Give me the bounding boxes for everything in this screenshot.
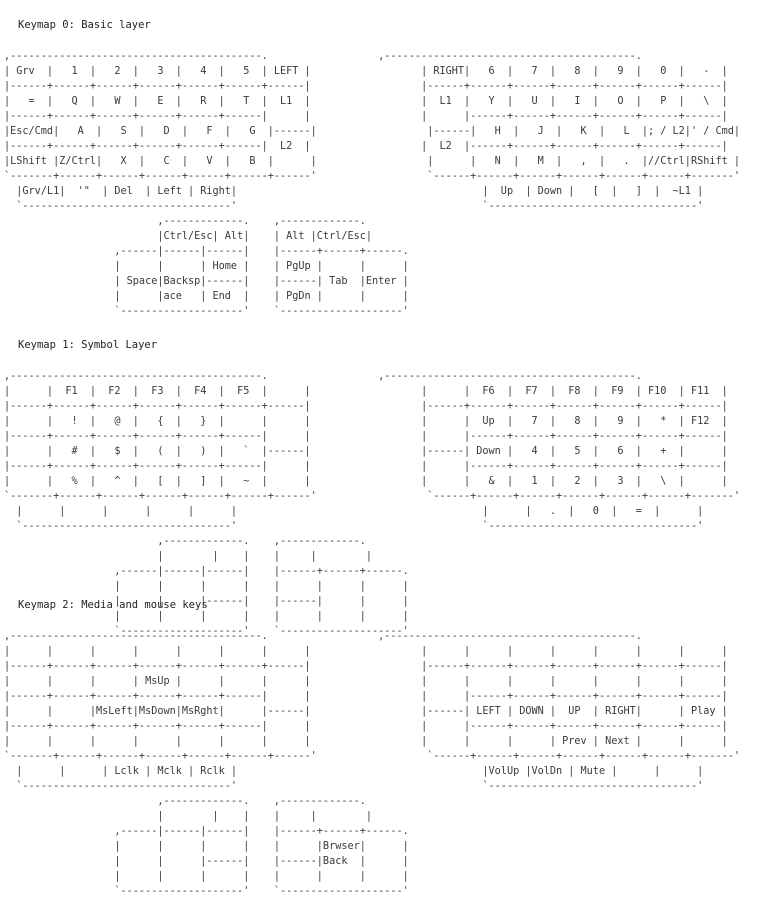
- section-title-keymap-0: Keymap 0: Basic layer: [18, 19, 151, 31]
- keymap-section-0: Keymap 0: Basic layer ,-----------------…: [0, 18, 765, 319]
- keymap-0-ascii-art: ,---------------------------------------…: [4, 51, 741, 212]
- keymap-1-thumb-ascii-art: ,-------------. ,-------------. | | | | …: [114, 536, 409, 637]
- keymap-2-ascii-art: ,---------------------------------------…: [4, 631, 741, 792]
- keymap-section-1: Keymap 1: Symbol Layer ,----------------…: [0, 338, 765, 639]
- keymap-section-2: Keymap 2: Media and mouse keys ,--------…: [0, 598, 765, 899]
- spacer: [0, 33, 765, 49]
- keymap-0-thumb-ascii-art: ,-------------. ,-------------. |Ctrl/Es…: [114, 216, 409, 317]
- keymap-1-ascii-art: ,---------------------------------------…: [4, 371, 741, 532]
- section-title-keymap-1: Keymap 1: Symbol Layer: [18, 339, 158, 351]
- spacer: [0, 353, 765, 369]
- section-title-keymap-2: Keymap 2: Media and mouse keys: [18, 599, 208, 611]
- spacer: [0, 613, 765, 629]
- keymap-2-thumb-ascii-art: ,-------------. ,-------------. | | | | …: [114, 796, 409, 897]
